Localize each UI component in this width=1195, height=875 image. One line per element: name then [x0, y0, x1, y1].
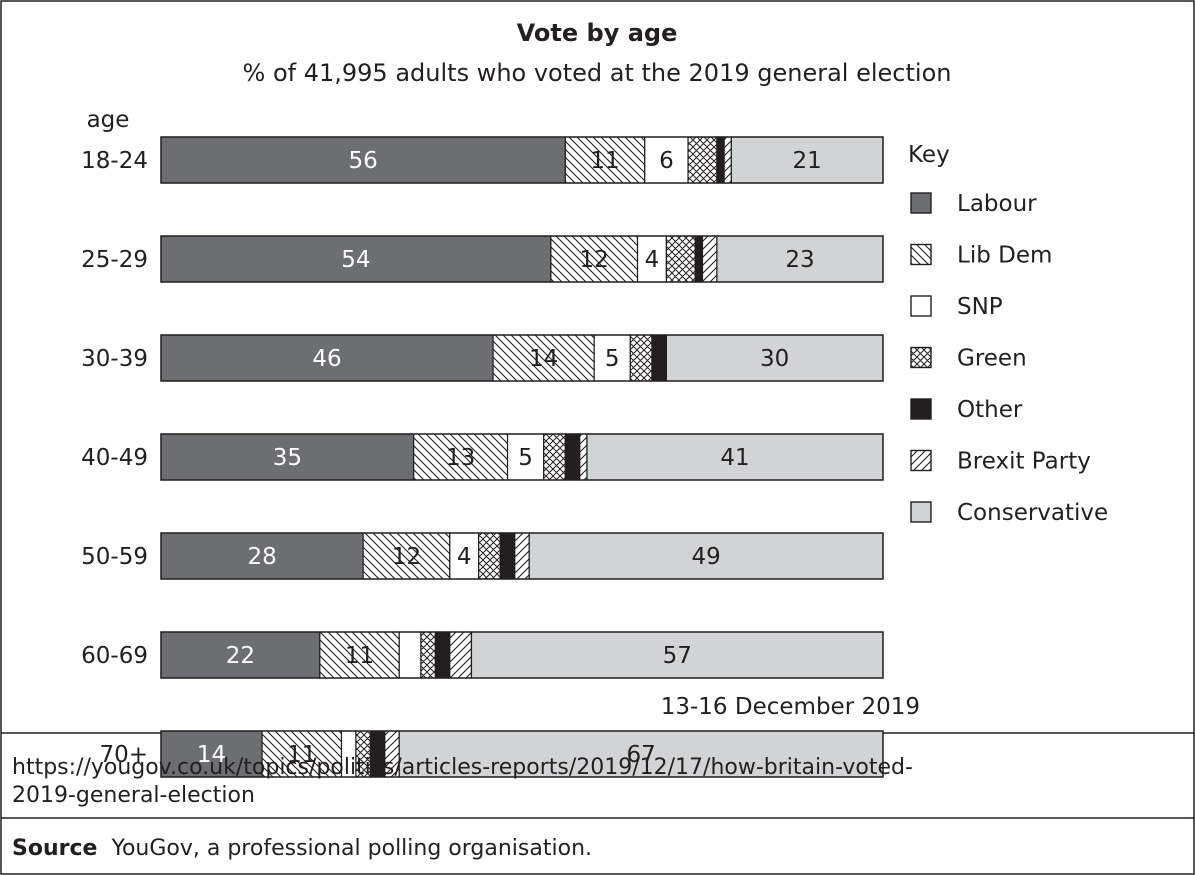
- legend-swatch-lib-dem: [910, 243, 932, 266]
- bar-segment-green: [543, 433, 566, 481]
- legend-swatch-other: [910, 398, 932, 420]
- source-line: Source YouGov, a professional polling or…: [12, 835, 592, 863]
- data-label-labour: 14: [197, 742, 226, 768]
- data-label-conservative: 49: [691, 544, 720, 570]
- age-tick-label: 50-59: [81, 544, 148, 570]
- age-tick-label: 18-24: [81, 148, 148, 174]
- data-label-snp: 5: [518, 445, 533, 471]
- data-label-labour: 22: [226, 643, 255, 669]
- legend-swatch-labour: [910, 192, 932, 214]
- bar-segment-snp: [644, 136, 689, 184]
- bar-segment-brexit-party: [579, 433, 588, 481]
- bar-segment-brexit-party: [449, 631, 473, 679]
- bar-outline: [160, 532, 884, 580]
- bar-segment-other: [716, 136, 725, 184]
- source-text: YouGov, a professional polling organisat…: [111, 836, 592, 861]
- legend-swatch-brexit-party: [910, 449, 932, 472]
- data-label-conservative: 41: [720, 445, 749, 471]
- bar-segment-other: [694, 235, 704, 283]
- bar-segment-conservative: [470, 631, 884, 679]
- y-axis-label: age: [87, 107, 130, 133]
- bar-segment-other: [564, 433, 581, 481]
- bar-segment-green: [665, 235, 696, 283]
- age-tick-label: 25-29: [81, 247, 148, 273]
- bar-segment-other: [499, 532, 516, 580]
- legend-label-other: Other: [957, 397, 1023, 423]
- bar-segment-conservative: [665, 334, 884, 382]
- bar-segment-conservative: [730, 136, 884, 184]
- bar-segment-labour: [160, 235, 552, 283]
- bar-outline: [160, 730, 884, 778]
- data-label-snp: 5: [605, 346, 620, 372]
- legend-label-conservative: Conservative: [957, 500, 1108, 526]
- bar-outline: [160, 334, 884, 382]
- bar-outline: [160, 136, 884, 184]
- bar-segment-brexit-party: [701, 235, 718, 283]
- age-tick-label: 60-69: [81, 643, 148, 669]
- bar-segment-green: [629, 334, 653, 382]
- data-label-lib-dem: 12: [580, 247, 609, 273]
- age-tick-label: 70+: [99, 742, 148, 768]
- data-label-snp: 6: [659, 148, 674, 174]
- date-annotation: 13-16 December 2019: [661, 694, 920, 720]
- legend-label-brexit-party: Brexit Party: [957, 449, 1091, 475]
- data-label-conservative: 21: [793, 148, 822, 174]
- data-label-conservative: 23: [785, 247, 814, 273]
- age-tick-label: 30-39: [81, 346, 148, 372]
- bar-outline: [160, 235, 884, 283]
- legend-swatch-green: [910, 346, 932, 369]
- data-label-snp: 4: [645, 247, 660, 273]
- data-label-lib-dem: 11: [345, 643, 374, 669]
- source-url-line-1: https://yougov.co.uk/topics/politics/art…: [12, 755, 913, 780]
- data-label-labour: 35: [273, 445, 302, 471]
- legend-swatch-conservative: [910, 501, 932, 523]
- age-tick-label: 40-49: [81, 445, 148, 471]
- bar-segment-labour: [160, 532, 364, 580]
- legend-label-lib-dem: Lib Dem: [957, 243, 1052, 269]
- source-label: Source: [12, 836, 98, 861]
- legend-swatch-snp: [910, 295, 932, 317]
- data-label-lib-dem: 13: [446, 445, 475, 471]
- data-label-labour: 46: [312, 346, 341, 372]
- bar-segment-labour: [160, 730, 263, 778]
- bar-segment-conservative: [398, 730, 884, 778]
- legend-label-labour: Labour: [957, 191, 1037, 217]
- bar-segment-other: [651, 334, 668, 382]
- bar-segment-other: [434, 631, 451, 679]
- data-label-conservative: 57: [663, 643, 692, 669]
- bar-segment-green: [420, 631, 436, 679]
- legend-title: Key: [908, 142, 950, 168]
- data-label-lib-dem: 12: [392, 544, 421, 570]
- legend: Key Labour Lib Dem SNP Green Other Brexit Par…: [908, 142, 1108, 526]
- data-label-labour: 54: [341, 247, 370, 273]
- legend-label-snp: SNP: [957, 294, 1003, 320]
- chart-subtitle: % of 41,995 adults who voted at the 2019…: [243, 59, 952, 87]
- data-label-labour: 28: [247, 544, 276, 570]
- bar-segment-brexit-party: [514, 532, 530, 580]
- data-label-labour: 56: [349, 148, 378, 174]
- data-label-conservative: 30: [760, 346, 789, 372]
- legend-label-green: Green: [957, 346, 1027, 372]
- bar-outline: [160, 631, 884, 679]
- bar-segment-brexit-party: [723, 136, 732, 184]
- bar-segment-snp: [398, 631, 422, 679]
- data-label-snp: 4: [457, 544, 472, 570]
- data-label-lib-dem: 11: [590, 148, 619, 174]
- bar-segment-green: [478, 532, 501, 580]
- bar-outline: [160, 433, 884, 481]
- data-label-conservative: 67: [626, 742, 655, 768]
- bar-segment-lib-dem: [319, 631, 400, 679]
- bar-segment-green: [687, 136, 718, 184]
- chart-title: Vote by age: [517, 19, 678, 47]
- source-url-line-2: 2019-general-election: [12, 783, 255, 808]
- bar-segment-conservative: [716, 235, 884, 283]
- data-label-lib-dem: 14: [529, 346, 558, 372]
- data-label-lib-dem: 11: [287, 742, 316, 768]
